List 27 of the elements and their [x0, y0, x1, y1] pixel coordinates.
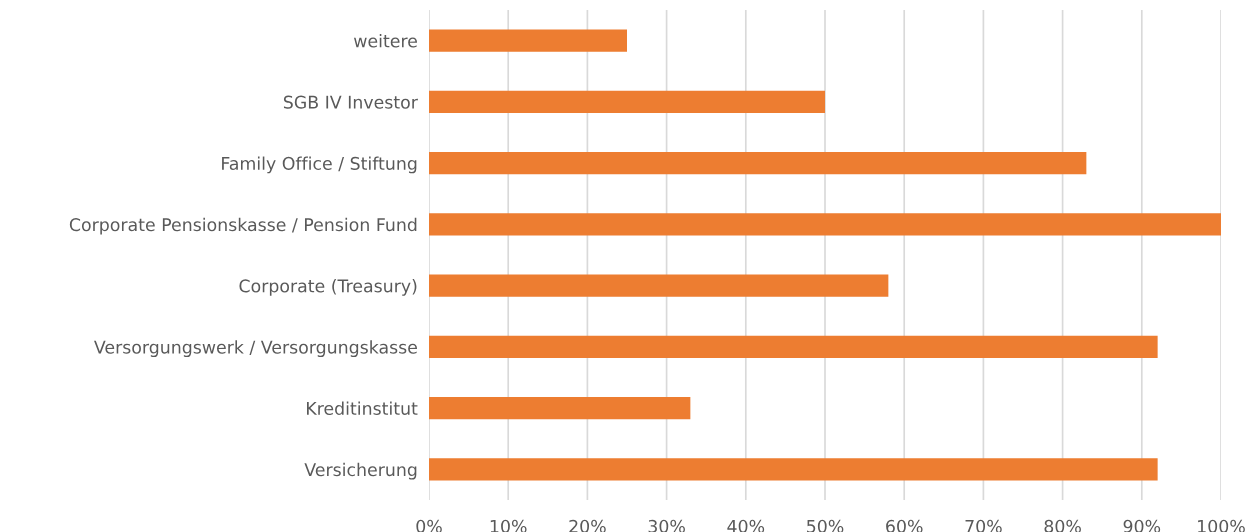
x-tick-label: 60%	[886, 519, 923, 532]
x-tick-label: 30%	[648, 519, 685, 532]
x-tick-label: 10%	[490, 519, 527, 532]
x-tick-label: 70%	[965, 519, 1002, 532]
bar	[429, 213, 1221, 236]
x-tick-label: 50%	[807, 519, 844, 532]
x-tick-label: 40%	[727, 519, 765, 532]
bar	[429, 274, 889, 297]
x-tick-label: 90%	[1123, 519, 1161, 532]
x-tick-label: 20%	[569, 519, 606, 532]
y-tick-label: Versicherung	[304, 462, 417, 480]
bar	[429, 90, 825, 113]
bar	[429, 458, 1158, 481]
bar	[429, 397, 691, 420]
y-tick-label: Corporate Pensionskasse / Pension Fund	[69, 217, 417, 235]
x-tick-label: 100%	[1198, 519, 1245, 532]
bar	[429, 152, 1087, 175]
y-tick-label: Versorgungswerk / Versorgungskasse	[94, 340, 417, 358]
bar	[429, 335, 1158, 358]
y-tick-label: Kreditinstitut	[307, 401, 418, 415]
y-tick-label: SGB IV Investor	[283, 95, 418, 109]
x-tick-label: 0%	[416, 519, 442, 532]
y-tick-label: Corporate (Treasury)	[239, 279, 417, 296]
bar	[429, 29, 627, 52]
y-tick-label: Family Office / Stiftung	[222, 156, 417, 174]
y-tick-label: weitere	[354, 34, 417, 48]
x-tick-label: 80%	[1044, 519, 1081, 532]
